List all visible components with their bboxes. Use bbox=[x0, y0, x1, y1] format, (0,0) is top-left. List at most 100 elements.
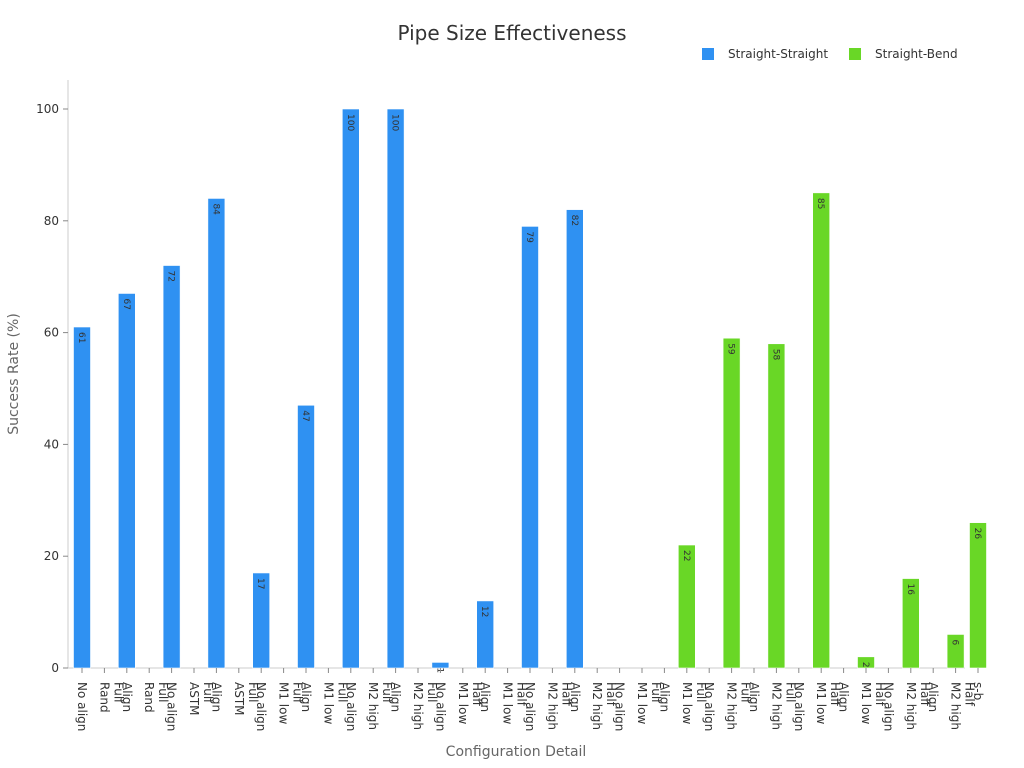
x-tick-label: Full bbox=[156, 682, 170, 703]
bar bbox=[73, 326, 91, 669]
x-tick-label: Half bbox=[515, 682, 529, 707]
x-tick-label-group: No align bbox=[254, 682, 268, 731]
bar-value-label: 16 bbox=[905, 584, 915, 596]
x-tick-label-group: M2 high Full bbox=[769, 682, 797, 730]
x-tick-label: No align bbox=[165, 682, 179, 731]
bar-value-label: 22 bbox=[681, 550, 691, 561]
x-tick-label: Align bbox=[568, 682, 582, 712]
bar-value-label: 6 bbox=[950, 639, 960, 645]
x-tick-label: Full bbox=[291, 682, 305, 703]
x-tick-label-group: Align bbox=[747, 682, 761, 712]
x-tick-label: Align bbox=[299, 682, 313, 712]
x-tick-label: M1 low bbox=[321, 682, 335, 724]
bar-value-label: 72 bbox=[166, 271, 176, 282]
x-tick-label-group: No align bbox=[792, 682, 806, 731]
bar bbox=[297, 404, 315, 669]
bar bbox=[341, 108, 360, 669]
x-tick-label: Full bbox=[201, 682, 215, 703]
x-tick-label-group: M1 low Half bbox=[456, 682, 484, 724]
bar bbox=[677, 544, 696, 669]
x-tick-label: No align bbox=[702, 682, 716, 731]
x-tick-label-group: M2 high Half bbox=[545, 682, 573, 730]
bar-value-label: 1 bbox=[434, 667, 444, 673]
x-tick-label: M2 high bbox=[904, 682, 918, 730]
y-tick-label: 0 bbox=[51, 661, 59, 675]
x-tick-label: M2 high bbox=[545, 682, 559, 730]
x-tick-label-group: M1 low Half bbox=[814, 682, 842, 724]
x-tick-label: ASTM bbox=[232, 682, 246, 716]
x-tick-label-group: M1 low Full bbox=[277, 682, 305, 724]
bar bbox=[386, 108, 405, 669]
x-tick-label: Align bbox=[478, 682, 492, 712]
legend: Straight-Straight Straight-Bend bbox=[702, 47, 958, 61]
x-tick-label-group: Align bbox=[926, 682, 940, 712]
x-tick-label: Full bbox=[246, 682, 260, 703]
x-tick-label-group: Rand Full bbox=[97, 682, 125, 713]
x-axis-label: Configuration Detail bbox=[446, 744, 587, 760]
x-tick-label-group: M2 high Half bbox=[590, 682, 618, 730]
bar-value-label: 17 bbox=[255, 578, 265, 589]
x-tick-label: M2 high bbox=[769, 682, 783, 730]
x-tick-label: M2 high bbox=[411, 682, 425, 730]
x-tick-label-group: M1 low Half bbox=[859, 682, 887, 724]
bar-value-label: 79 bbox=[524, 231, 534, 243]
x-tick-label-group: M2 high Half bbox=[904, 682, 932, 730]
x-tick-label: Align bbox=[747, 682, 761, 712]
bar bbox=[162, 265, 181, 669]
x-tick-label-group: No align bbox=[523, 682, 537, 731]
x-tick-label-group: No align bbox=[433, 682, 447, 731]
x-tick-label: M2 high bbox=[590, 682, 604, 730]
x-tick-label-group: M1 low Full bbox=[680, 682, 708, 724]
bar bbox=[722, 337, 741, 669]
x-tick-label-group: M2 high Full bbox=[366, 682, 394, 730]
bars: 61 67 72 84 17 47 100 100 1 12 79 82 22 59 58 85 2 16 6 26 bbox=[73, 108, 987, 673]
y-tick-label: 20 bbox=[44, 549, 59, 563]
x-tick-label-group: No align bbox=[344, 682, 358, 731]
x-tick-label-group: M2 high Half bbox=[949, 682, 977, 730]
bar-value-label: 84 bbox=[210, 203, 220, 215]
x-tick-label: M2 high bbox=[725, 682, 739, 730]
x-tick-label: M2 high bbox=[949, 682, 963, 730]
bar-value-label: 58 bbox=[770, 349, 780, 361]
x-tick-label: M1 low bbox=[635, 682, 649, 724]
legend-label: Straight-Bend bbox=[875, 47, 958, 61]
y-tick-label: 40 bbox=[44, 437, 59, 451]
bar-value-label: 82 bbox=[569, 215, 579, 226]
x-tick-label: M1 low bbox=[277, 682, 291, 724]
x-tick-label: Full bbox=[111, 682, 125, 703]
x-tick-label: No align bbox=[613, 682, 627, 731]
x-tick-label: M1 low bbox=[680, 682, 694, 724]
x-tick-label: Full bbox=[694, 682, 708, 703]
legend-swatch bbox=[702, 48, 714, 60]
x-tick-label: No align bbox=[523, 682, 537, 731]
x-tick-label: Align bbox=[120, 682, 134, 712]
x-tick-label: Align bbox=[837, 682, 851, 712]
x-tick-label-group: Align bbox=[837, 682, 851, 712]
x-tick-label: Align bbox=[389, 682, 403, 712]
bar-value-label: 47 bbox=[300, 410, 310, 421]
x-tick-label-group: No align bbox=[881, 682, 895, 731]
x-tick-label-group: Align bbox=[209, 682, 223, 712]
x-tick-label-group: M1 low Half bbox=[501, 682, 529, 724]
y-axis-label: Success Rate (%) bbox=[6, 313, 22, 435]
x-tick-label-group: No align bbox=[702, 682, 716, 731]
x-tick-label: No align bbox=[792, 682, 806, 731]
x-tick-label-group: s-b bbox=[971, 682, 985, 700]
x-tick-label-group: Align bbox=[568, 682, 582, 712]
x-tick-label: M1 low bbox=[456, 682, 470, 724]
bar-value-label: 59 bbox=[726, 343, 736, 355]
x-tick-label: M1 low bbox=[859, 682, 873, 724]
x-tick-label-group: M1 low Full bbox=[321, 682, 349, 724]
x-tick-label: Rand bbox=[142, 682, 156, 713]
y-ticks: 0 20 40 60 80 100 bbox=[36, 102, 68, 675]
bar bbox=[565, 209, 584, 669]
bar-value-label: 12 bbox=[479, 606, 489, 617]
x-tick-label: Half bbox=[559, 682, 573, 707]
x-tick-label-group: No align bbox=[75, 682, 89, 731]
x-tick-label: Half bbox=[604, 682, 618, 707]
x-tick-label: M1 low bbox=[814, 682, 828, 724]
bar-value-label: 2 bbox=[860, 662, 870, 668]
y-tick-label: 60 bbox=[44, 326, 59, 340]
